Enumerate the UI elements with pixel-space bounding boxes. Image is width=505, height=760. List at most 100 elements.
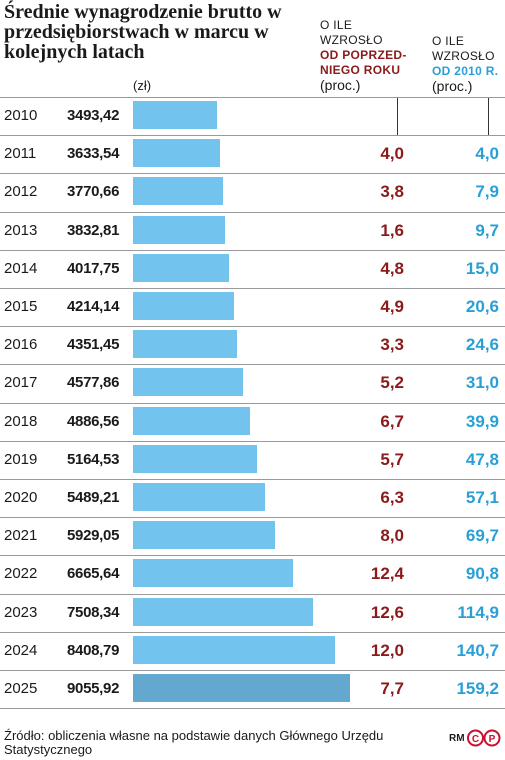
chart-row-2017: 2017 4577,86 5,2 31,0 — [0, 364, 505, 402]
chart-row-2019: 2019 5164,53 5,7 47,8 — [0, 441, 505, 479]
growth-prev-year-value: 4,8 — [380, 258, 404, 278]
salary-value: 5489,21 — [67, 489, 120, 506]
svg-text:C: C — [472, 734, 479, 745]
salary-bar — [133, 406, 251, 435]
col-prev-unit: (proc.) — [320, 77, 361, 93]
chart-row-2024: 2024 8408,79 12,0 140,7 — [0, 632, 505, 670]
growth-since-2010-value: 57,1 — [465, 488, 499, 507]
salary-bar — [133, 368, 243, 397]
salary-bar — [133, 292, 234, 320]
salary-value: 7508,34 — [67, 603, 120, 621]
row-divider — [0, 211, 505, 213]
growth-since-2010-value: 39,9 — [465, 411, 499, 431]
col-prev-line1: O ILE — [320, 18, 353, 32]
salary-value: 4351,45 — [67, 336, 120, 354]
chart-row-2023: 2023 7508,34 12,6 114,9 — [0, 594, 505, 632]
column-header-growth-prev-year: O ILE WZROSŁO OD POPRZED- NIEGO ROKU (pr… — [320, 18, 410, 93]
salary-value: 4214,14 — [67, 298, 120, 315]
year-label: 2021 — [4, 527, 38, 545]
salary-bar — [133, 253, 230, 282]
growth-prev-year-value: 5,2 — [380, 373, 404, 393]
salary-value: 9055,92 — [67, 680, 120, 697]
growth-since-2010-value: 90,8 — [465, 564, 499, 584]
column-header-growth-since-2010: O ILE WZROSŁO OD 2010 R. (proc.) — [432, 34, 504, 94]
chart-row-2016: 2016 4351,45 3,3 24,6 — [0, 326, 505, 364]
source-note: Źródło: obliczenia własne na podstawie d… — [4, 728, 384, 757]
col-2010-em: OD 2010 R. — [432, 64, 499, 78]
growth-prev-year-value: 12,4 — [370, 564, 404, 584]
growth-since-2010-value: 4,0 — [475, 144, 499, 164]
svg-text:P: P — [489, 734, 496, 745]
growth-prev-year-value: 3,3 — [380, 335, 404, 355]
salary-bar — [133, 101, 217, 129]
chart-row-2021: 2021 5929,05 8,0 69,7 — [0, 517, 505, 555]
row-divider — [0, 288, 505, 289]
chart-title: Średnie wynagrodzenie brutto w przedsięb… — [4, 1, 282, 63]
row-divider — [0, 517, 505, 519]
author-credit: RM — [449, 733, 465, 744]
row-divider — [0, 402, 505, 404]
unit-label: (zł) — [133, 78, 152, 93]
col-2010-line2: WZROSŁO — [432, 49, 495, 63]
growth-since-2010-value: 114,9 — [457, 602, 499, 622]
salary-value: 4017,75 — [67, 259, 120, 277]
year-label: 2014 — [4, 259, 38, 277]
year-label: 2025 — [4, 680, 38, 697]
col-prev-line2: WZROSŁO — [320, 33, 383, 47]
salary-bar — [133, 674, 350, 702]
growth-prev-year-value: 1,6 — [380, 220, 404, 240]
growth-since-2010-value: 9,7 — [475, 220, 499, 240]
chart-row-2010: 2010 3493,42 — [0, 97, 505, 135]
salary-bar — [133, 139, 221, 168]
growth-since-2010-value: 15,0 — [465, 258, 499, 278]
salary-value: 6665,64 — [67, 565, 120, 583]
growth-prev-year-value: 5,7 — [380, 449, 404, 469]
salary-value: 5164,53 — [67, 450, 120, 468]
growth-prev-year-value: 7,7 — [380, 679, 404, 698]
growth-prev-year-value: 6,7 — [380, 411, 404, 431]
row-divider — [0, 670, 505, 671]
salary-value: 5929,05 — [67, 527, 120, 545]
copyright-p-icon: C P — [467, 729, 501, 747]
row-divider — [0, 135, 505, 137]
growth-since-2010-value: 159,2 — [456, 679, 499, 698]
salary-bar — [133, 330, 238, 359]
salary-bar — [133, 215, 225, 244]
salary-bar — [133, 559, 293, 588]
row-divider — [0, 479, 505, 480]
salary-value: 3493,42 — [67, 107, 120, 124]
growth-prev-year-value: 6,3 — [380, 488, 404, 507]
year-label: 2022 — [4, 565, 38, 583]
year-label: 2010 — [4, 107, 38, 124]
year-label: 2020 — [4, 489, 38, 506]
row-divider — [0, 173, 505, 175]
row-divider — [0, 97, 505, 98]
year-label: 2015 — [4, 298, 38, 315]
salary-bar — [133, 521, 276, 550]
growth-prev-year-value: 4,9 — [380, 297, 404, 316]
row-divider — [0, 364, 505, 366]
year-label: 2016 — [4, 336, 38, 354]
growth-since-2010-value: 140,7 — [456, 640, 499, 660]
salary-bar — [133, 444, 257, 473]
growth-prev-year-value: 4,0 — [380, 144, 404, 164]
year-label: 2024 — [4, 641, 38, 659]
row-divider — [0, 555, 505, 557]
chart-row-2018: 2018 4886,56 6,7 39,9 — [0, 403, 505, 441]
year-label: 2023 — [4, 603, 38, 621]
chart-row-2012: 2012 3770,66 3,8 7,9 — [0, 173, 505, 211]
row-divider — [0, 440, 505, 442]
row-divider — [0, 708, 505, 710]
growth-since-2010-value: 47,8 — [465, 449, 499, 469]
year-label: 2013 — [4, 221, 38, 239]
salary-bar — [133, 635, 335, 664]
salary-value: 3633,54 — [67, 145, 120, 163]
growth-prev-year-value: 12,6 — [370, 602, 404, 622]
growth-since-2010-value: 20,6 — [465, 297, 499, 316]
col-2010-line1: O ILE — [432, 34, 465, 48]
row-divider — [0, 326, 505, 328]
chart-row-2014: 2014 4017,75 4,8 15,0 — [0, 250, 505, 288]
salary-value: 3832,81 — [67, 221, 120, 239]
chart-row-2011: 2011 3633,54 4,0 4,0 — [0, 135, 505, 173]
salary-value: 4886,56 — [67, 412, 120, 430]
